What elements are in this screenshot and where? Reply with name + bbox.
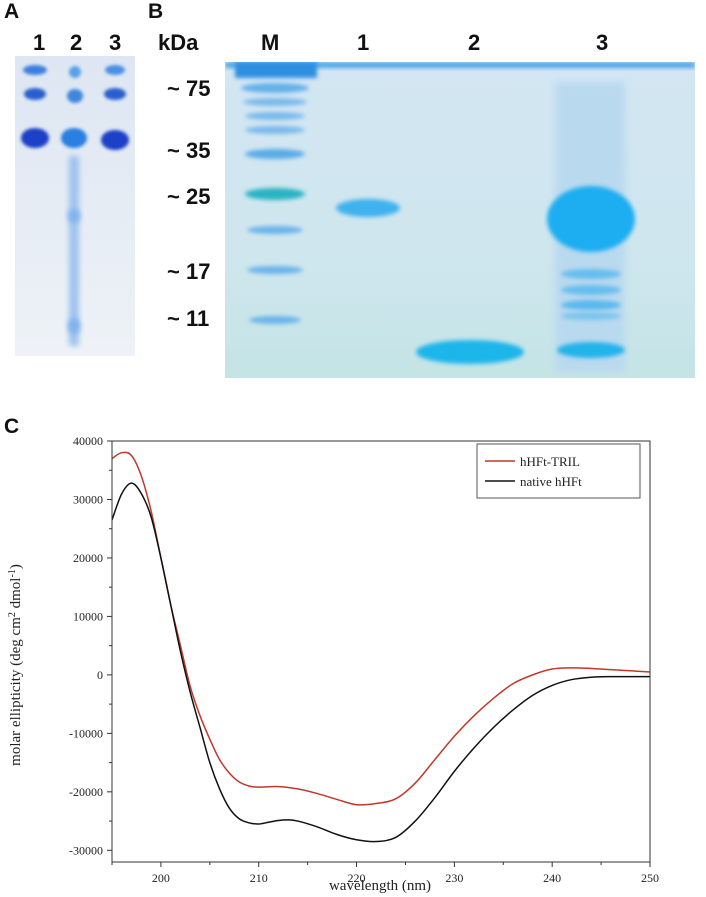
x-tick-label: 200 <box>152 871 170 885</box>
panel-b-letter: B <box>148 0 164 23</box>
x-tick-label: 240 <box>543 871 561 885</box>
panel-a-letter: A <box>4 0 20 23</box>
marker-label-25: ~ 25 <box>167 184 211 209</box>
panel-a-gel-image <box>15 56 135 356</box>
panel-b-lane-3-label: 3 <box>596 30 609 55</box>
y-tick-label: 40000 <box>73 434 103 448</box>
x-tick-label: 210 <box>250 871 268 885</box>
plot-frame <box>111 440 651 863</box>
x-tick-label: 230 <box>445 871 463 885</box>
legend-label: native hHFt <box>520 474 582 489</box>
x-axis-label: wavelength (nm) <box>329 878 431 894</box>
panel-b-kda-header: kDa <box>158 30 199 55</box>
y-tick-label: -20000 <box>69 785 103 799</box>
marker-label-75: ~ 75 <box>167 76 211 101</box>
panel-b-lane-2-label: 2 <box>468 30 481 55</box>
panel-a-lane-3-label: 3 <box>109 30 122 55</box>
cd-spectrum-chart: 200 210 220 230 240 250 -30000 -20000 -10000 0 100… <box>7 434 660 894</box>
panel-b-lane-m-label: M <box>261 30 280 55</box>
panel-c-letter: C <box>4 415 20 438</box>
panel-a-lane-1-label: 1 <box>33 30 46 55</box>
marker-label-11: ~ 11 <box>167 306 210 331</box>
panel-a-lane-2-label: 2 <box>70 30 83 55</box>
panel-b-lane-1-label: 1 <box>357 30 370 55</box>
y-tick-label: 20000 <box>73 551 103 565</box>
legend-box <box>476 443 641 499</box>
panel-b-gel-image <box>225 62 695 378</box>
series-line-hhft-tril <box>112 451 650 806</box>
legend-label: hHFt-TRIL <box>520 454 580 469</box>
series-line-native-hhft <box>112 482 650 843</box>
y-tick-label: -30000 <box>69 843 103 857</box>
x-tick-label: 220 <box>348 871 366 885</box>
x-tick-label: 250 <box>641 871 659 885</box>
marker-label-17: ~ 17 <box>167 259 211 284</box>
y-tick-label: -10000 <box>69 726 103 740</box>
y-tick-label: 0 <box>97 668 103 682</box>
y-tick-label: 10000 <box>73 609 103 623</box>
marker-label-35: ~ 35 <box>167 138 211 163</box>
y-tick-label: 30000 <box>73 492 103 506</box>
y-axis-label: molar ellipticity (deg cm2 dmol-1) <box>7 564 25 766</box>
